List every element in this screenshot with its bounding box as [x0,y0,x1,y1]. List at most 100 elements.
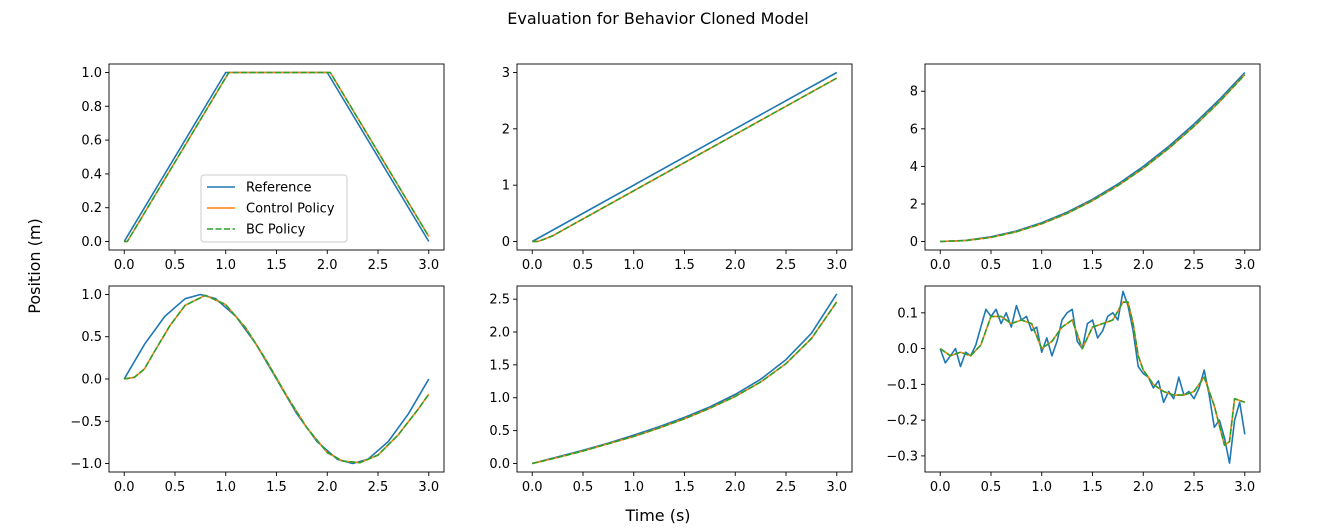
figure-ylabel: Position (m) [25,218,44,313]
y-tick-label: 0.0 [489,457,510,472]
x-tick-label: 2.0 [317,480,338,495]
x-tick-label: 1.5 [1082,258,1103,273]
y-tick-label: 1.5 [489,358,510,373]
subplot-sine: 0.0 0.5 1.0 1.5 2.0 2.5 3.0 −1.0 −0.5 0.0 0.5 1.0 [70,285,445,495]
series-bc-line [939,301,1246,447]
x-tick-label: 1.0 [1031,480,1052,495]
subplot-quadratic: 0.0 0.5 1.0 1.5 2.0 2.5 3.0 0 2 4 6 8 [910,63,1261,273]
x-tick-label: 2.0 [725,480,746,495]
figure-xlabel: Time (s) [624,506,690,525]
legend-label: Reference [246,181,311,196]
series-control-line [940,74,1246,243]
x-tick-label: 2.5 [1184,480,1205,495]
x-tick-label: 0.0 [114,480,135,495]
y-tick-label: −0.5 [70,415,102,430]
x-tick-label: 0.5 [981,258,1002,273]
series-bc-line [124,71,430,243]
axes-frame [516,285,853,473]
series-group [531,71,838,243]
y-tick-label: 0.5 [81,330,102,345]
x-tick-label: 3.0 [826,258,847,273]
series-control-line [532,301,838,465]
x-tick-label: 2.5 [368,480,389,495]
x-tick-label: 2.5 [776,480,797,495]
y-tick-label: 1.0 [81,288,102,303]
y-tick-label: 2 [502,122,510,137]
y-tick-label: 1 [502,179,510,194]
x-tick-label: 1.5 [1082,480,1103,495]
y-tick-label: 6 [910,122,918,137]
series-group [940,71,1246,243]
y-tick-label: 0 [910,235,918,250]
legend-label: Control Policy [246,202,335,217]
subplot-exponential: 0.0 0.5 1.0 1.5 2.0 2.5 3.0 0.0 0.5 1.0 1.5 2.0 2.5 [489,285,853,495]
figure-title: Evaluation for Behavior Cloned Model [507,9,808,28]
series-reference-line [531,71,838,243]
y-tick-label: −0.2 [886,414,918,429]
x-tick-label: 1.0 [1031,258,1052,273]
subplot-grid: 0.0 0.5 1.0 1.5 2.0 2.5 3.0 0.0 0.2 0.4 0.6 0.8 1.0 R… [70,63,1261,495]
y-tick-label: 0.8 [81,100,102,115]
x-tick-label: 0.5 [573,258,594,273]
x-tick-label: 2.0 [1133,480,1154,495]
series-group [123,71,430,243]
y-tick-label: 0.4 [81,167,102,182]
x-tick-label: 3.0 [826,480,847,495]
y-tick-label: 2.0 [489,326,510,341]
y-tick-label: 2 [910,197,918,212]
subplot-trapezoid: 0.0 0.5 1.0 1.5 2.0 2.5 3.0 0.0 0.2 0.4 0.6 0.8 1.0 R… [81,63,445,273]
y-tick-label: −0.1 [886,378,918,393]
x-tick-label: 2.5 [368,258,389,273]
x-tick-label: 1.0 [623,258,644,273]
y-tick-label: 1.0 [81,66,102,81]
y-tick-label: 0.1 [897,306,918,321]
x-tick-label: 1.0 [215,258,236,273]
x-tick-label: 0.0 [930,480,951,495]
y-tick-label: 0.0 [81,373,102,388]
x-tick-label: 3.0 [1234,258,1255,273]
x-tick-label: 3.0 [418,258,439,273]
series-bc-line [532,301,838,465]
x-tick-label: 2.0 [725,258,746,273]
series-group [939,290,1246,464]
series-reference-line [940,71,1246,243]
x-tick-label: 0.5 [573,480,594,495]
series-bc-line [940,74,1246,243]
series-reference-line [531,293,838,465]
x-tick-label: 2.5 [1184,258,1205,273]
y-tick-label: 8 [910,85,918,100]
x-tick-label: 1.0 [215,480,236,495]
series-control-line [939,301,1246,447]
y-tick-label: −1.0 [70,457,102,472]
x-tick-label: 0.0 [114,258,135,273]
subplot-linear: 0.0 0.5 1.0 1.5 2.0 2.5 3.0 0 1 2 3 [502,63,853,273]
series-bc-line [532,77,838,243]
subplot-random-walk: 0.0 0.5 1.0 1.5 2.0 2.5 3.0 −0.3 −0.2 −0.1 0.0 0.1 [886,285,1261,495]
x-tick-label: 3.0 [1234,480,1255,495]
y-tick-label: 0.0 [897,342,918,357]
x-tick-label: 0.5 [981,480,1002,495]
series-bc-line [124,294,430,464]
x-tick-label: 2.0 [317,258,338,273]
x-tick-label: 1.5 [266,480,287,495]
y-tick-label: 1.0 [489,391,510,406]
axes-frame [924,63,1261,251]
y-tick-label: 0.0 [81,235,102,250]
x-tick-label: 3.0 [418,480,439,495]
y-tick-label: 2.5 [489,293,510,308]
x-tick-label: 1.5 [266,258,287,273]
x-tick-label: 0.5 [165,258,186,273]
x-tick-label: 0.0 [930,258,951,273]
x-tick-label: 0.0 [522,480,543,495]
axes-frame [924,285,1261,473]
x-tick-label: 2.5 [776,258,797,273]
series-group [531,293,838,465]
x-tick-label: 2.0 [1133,258,1154,273]
x-tick-label: 1.0 [623,480,644,495]
x-tick-label: 1.5 [674,480,695,495]
y-tick-label: 4 [910,160,918,175]
legend-box [200,174,348,243]
y-tick-label: 0.6 [81,134,102,149]
x-tick-label: 0.5 [165,480,186,495]
